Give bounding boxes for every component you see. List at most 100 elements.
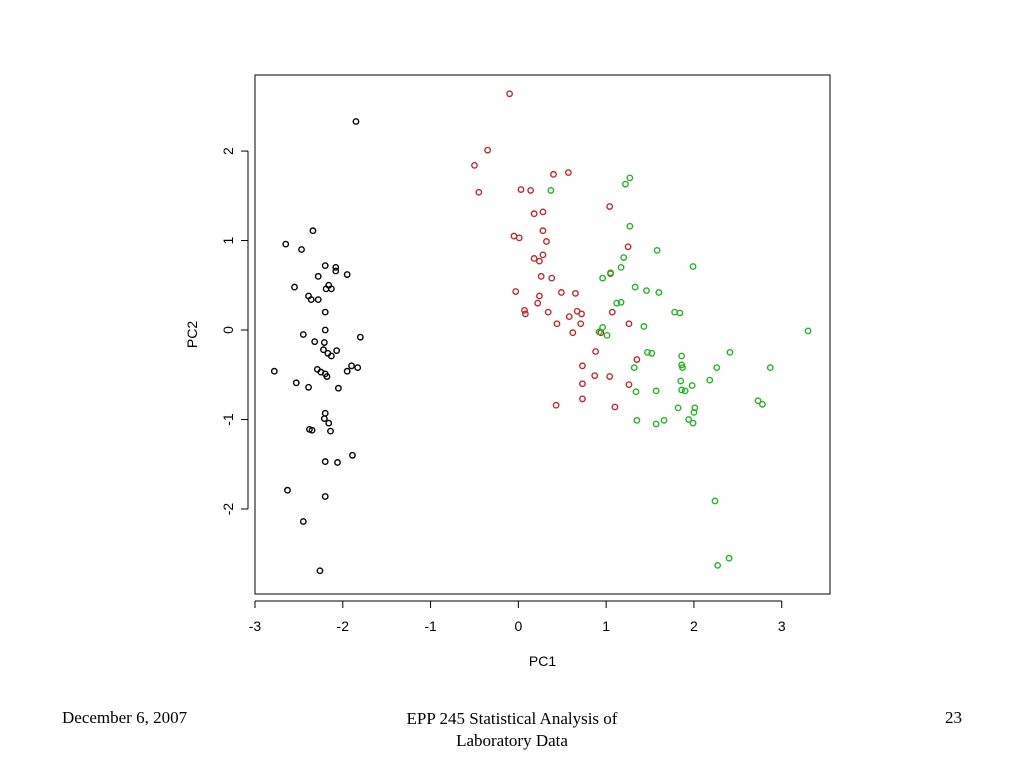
scatter-point: [325, 419, 333, 427]
scatter-point: [334, 384, 342, 392]
footer-title: EPP 245 Statistical Analysis of Laborato…: [362, 708, 662, 752]
scatter-point: [530, 210, 538, 218]
scatter-point: [332, 263, 340, 271]
scatter-point: [660, 417, 668, 424]
scatter-point: [322, 285, 330, 293]
scatter-point: [631, 283, 639, 291]
scatter-point: [352, 118, 360, 125]
x-axis: -3 -2 -1 0 1 2 3: [249, 600, 786, 634]
scatter-point: [547, 187, 555, 194]
scatter-point: [323, 373, 331, 380]
y-tick-label: 2: [220, 147, 236, 155]
scatter-point: [706, 376, 714, 384]
scatter-point: [550, 170, 557, 178]
scatter-point: [608, 308, 616, 316]
scatter-point: [671, 308, 679, 316]
scatter-point: [676, 309, 684, 317]
scatter-point: [565, 313, 573, 321]
scatter-point: [579, 395, 586, 403]
x-tick-label: 1: [602, 618, 610, 634]
scatter-point: [484, 146, 492, 154]
scatter-point: [688, 382, 696, 389]
scatter-point: [527, 187, 535, 194]
y-axis: -2 -1 0 1 2: [220, 147, 249, 516]
scatter-point: [599, 274, 607, 282]
scatter-point: [681, 387, 689, 395]
scatter-point: [713, 364, 721, 372]
scatter-point: [643, 287, 650, 295]
scatter-point: [599, 323, 607, 331]
scatter-point: [577, 320, 585, 328]
scatter-point: [308, 426, 316, 434]
scatter-point: [625, 381, 633, 389]
x-tick-label: 0: [514, 618, 522, 634]
scatter-point: [690, 408, 698, 416]
scatter-point: [471, 161, 478, 169]
scatter-point: [613, 299, 621, 307]
scatter-point: [321, 308, 329, 316]
scatter-point: [633, 356, 641, 363]
scatter-point: [640, 323, 648, 330]
scatter-point: [314, 296, 322, 304]
series-2: [471, 90, 641, 411]
scatter-point: [327, 352, 335, 360]
scatter-point: [320, 415, 328, 423]
scatter-point: [611, 403, 619, 411]
scatter-point: [766, 364, 774, 372]
scatter-point: [539, 227, 547, 235]
scatter-point: [754, 397, 762, 405]
scatter-point: [655, 289, 663, 296]
scatter-point: [536, 292, 543, 300]
scatter-point: [292, 379, 300, 387]
scatter-point: [725, 554, 733, 562]
scatter-point: [572, 289, 579, 297]
scatter-point: [320, 346, 327, 354]
scatter-point: [321, 458, 329, 465]
x-tick-label: -2: [337, 618, 350, 634]
scatter-point: [759, 400, 766, 408]
scatter-point: [515, 234, 523, 242]
scatter-point: [648, 349, 656, 357]
y-tick-label: -1: [220, 413, 236, 426]
scatter-point: [607, 269, 614, 277]
scatter-point: [553, 320, 561, 328]
footer-date: December 6, 2007: [62, 708, 188, 727]
y-tick-label: -2: [220, 503, 236, 516]
scatter-point: [291, 283, 298, 291]
scatter-point: [689, 263, 697, 270]
data-points: [270, 90, 812, 575]
scatter-point: [606, 373, 614, 380]
scatter-point: [632, 388, 640, 396]
scatter-point: [321, 409, 329, 417]
scatter-point: [569, 329, 577, 337]
scatter-point: [299, 518, 307, 525]
scatter-point: [633, 417, 641, 424]
scatter-point: [305, 383, 312, 391]
scatter-point: [630, 364, 638, 372]
scatter-point: [617, 263, 625, 271]
scatter-point: [603, 331, 611, 339]
scatter-point: [564, 169, 572, 176]
scatter-point: [311, 338, 319, 346]
scatter-point: [321, 493, 329, 500]
scatter-point: [521, 306, 528, 314]
series-1: [270, 118, 364, 575]
scatter-point: [534, 299, 542, 307]
scatter-point: [321, 262, 329, 269]
footer-page-number: 23: [945, 708, 962, 727]
scatter-point: [309, 227, 317, 235]
scatter-point: [332, 267, 340, 275]
scatter-point: [270, 367, 278, 375]
footer-title-line-2: Laboratory Data: [456, 731, 568, 750]
scatter-point: [321, 326, 329, 334]
scatter-point: [537, 272, 545, 280]
scatter-point: [579, 362, 586, 370]
scatter-point: [578, 310, 585, 318]
scatter-point: [620, 254, 628, 261]
x-tick-label: 3: [778, 618, 786, 634]
scatter-point: [579, 380, 586, 388]
scatter-point: [282, 240, 290, 248]
scatter-point: [320, 339, 328, 346]
x-axis-label: PC1: [529, 653, 556, 669]
scatter-point: [626, 222, 634, 230]
